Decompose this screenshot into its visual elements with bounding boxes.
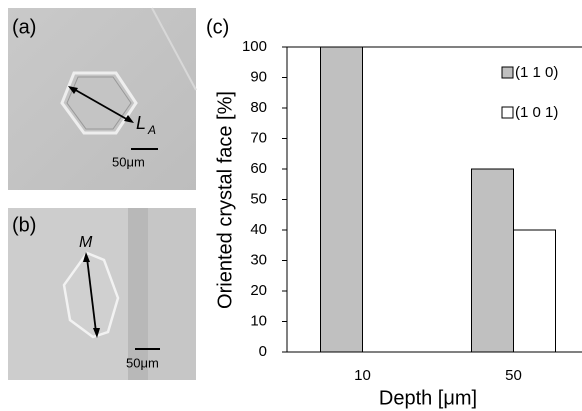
scale-label: 50μm [126,355,159,370]
bar [513,229,556,353]
y-tick-label: 100 [242,38,267,55]
y-tick-label: 10 [250,312,267,329]
arrow-b [86,257,97,333]
legend-swatch [501,66,514,79]
y-tick-label: 50 [250,190,267,207]
crystal-a-inner [66,76,132,130]
scale-label: 50μm [112,154,145,169]
panel-label: (c) [206,16,229,38]
legend-label: (1 0 1) [515,104,558,121]
annotation-sub: A [147,123,156,137]
x-tick-label: 50 [505,367,522,384]
y-axis-label: Oriented crystal face [%] [214,91,236,309]
arrow-head [68,86,78,94]
legend-label: (1 1 0) [515,64,558,81]
y-tick-label: 20 [250,282,267,299]
y-tick-label: 80 [250,99,267,116]
legend-swatch [501,106,514,119]
arrow-head [93,328,100,338]
y-tick-label: 60 [250,160,267,177]
x-axis-label: Depth [μm] [379,387,477,409]
y-tick-label: 70 [250,129,267,146]
scratch [151,7,197,91]
annotation: M [79,234,93,251]
bar [320,46,363,353]
groove [128,208,148,380]
y-tick-label: 90 [250,68,267,85]
bar [471,168,514,353]
y-tick-label: 40 [250,221,267,238]
annotation: L [136,113,146,133]
panel-label: (b) [12,214,36,236]
arrow-head [83,252,90,262]
groove-side [148,208,196,380]
panel-label: (a) [12,16,36,38]
arrow-head [124,115,134,123]
y-tick-label: 0 [259,343,267,360]
arrow-a [71,87,131,122]
x-tick-label: 10 [354,367,371,384]
y-tick-label: 30 [250,251,267,268]
